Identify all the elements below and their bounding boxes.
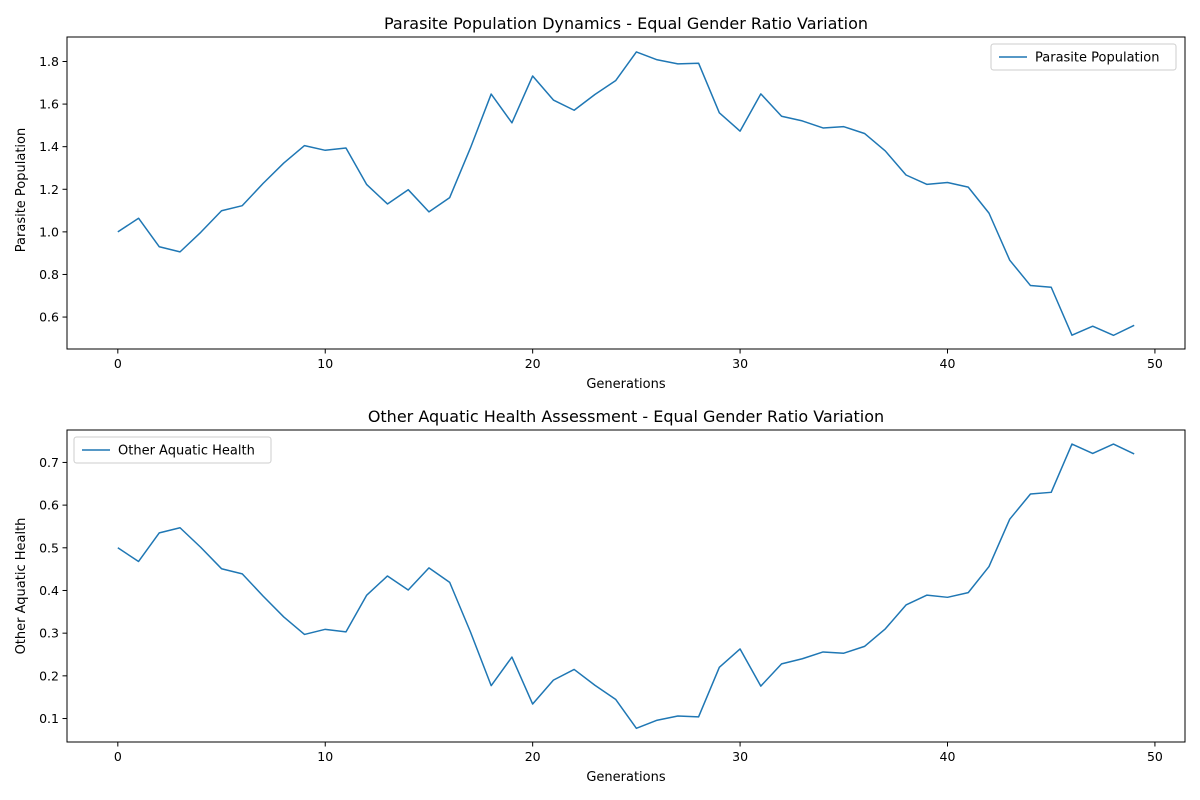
legend-label: Other Aquatic Health	[118, 444, 255, 459]
y-axis-label: Other Aquatic Health	[14, 518, 29, 655]
y-tick-label: 0.3	[39, 626, 59, 641]
x-tick-label: 10	[317, 749, 333, 764]
series-line	[117, 443, 1135, 730]
x-tick-label: 0	[114, 356, 122, 371]
legend: Other Aquatic Health	[73, 436, 272, 464]
x-tick-label: 20	[525, 356, 541, 371]
y-tick-label: 1.0	[39, 224, 59, 239]
x-tick-label: 20	[525, 749, 541, 764]
x-tick-label: 10	[317, 356, 333, 371]
x-axis-ticks: 0 10 20 30 40 50	[114, 742, 1163, 764]
y-tick-label: 0.1	[39, 711, 59, 726]
x-tick-label: 50	[1147, 749, 1163, 764]
y-axis-ticks: 0.1 0.2 0.3 0.4 0.5 0.6 0.7	[39, 455, 67, 726]
y-tick-label: 1.4	[39, 139, 59, 154]
y-tick-label: 1.2	[39, 182, 59, 197]
legend-label: Parasite Population	[1035, 51, 1159, 66]
y-axis-label: Parasite Population	[14, 128, 29, 252]
y-tick-label: 0.6	[39, 498, 59, 513]
x-tick-label: 50	[1147, 356, 1163, 371]
y-tick-label: 1.6	[39, 97, 59, 112]
x-tick-label: 30	[732, 356, 748, 371]
y-axis-ticks: 0.6 0.8 1.0 1.2 1.4 1.6 1.8	[39, 54, 67, 325]
y-tick-label: 0.4	[39, 583, 59, 598]
series-lines	[117, 51, 1135, 337]
series-line	[117, 51, 1135, 337]
other-aquatic-health-chart: Other Aquatic Health Assessment - Equal …	[14, 407, 1186, 785]
x-axis-label: Generations	[586, 377, 666, 392]
x-axis-ticks: 0 10 20 30 40 50	[114, 349, 1163, 371]
legend-box	[73, 436, 272, 464]
chart-title: Other Aquatic Health Assessment - Equal …	[368, 407, 884, 426]
chart-title: Parasite Population Dynamics - Equal Gen…	[384, 14, 868, 33]
x-axis-label: Generations	[586, 770, 666, 785]
x-tick-label: 40	[940, 356, 956, 371]
legend-box	[990, 43, 1177, 71]
plot-frame	[66, 429, 1186, 743]
y-tick-label: 1.8	[39, 54, 59, 69]
y-tick-label: 0.6	[39, 310, 59, 325]
y-tick-label: 0.5	[39, 540, 59, 555]
x-tick-label: 0	[114, 749, 122, 764]
x-tick-label: 30	[732, 749, 748, 764]
y-tick-label: 0.8	[39, 267, 59, 282]
y-tick-label: 0.7	[39, 455, 59, 470]
parasite-population-chart: Parasite Population Dynamics - Equal Gen…	[14, 14, 1186, 392]
y-tick-label: 0.2	[39, 668, 59, 683]
series-lines	[117, 443, 1135, 730]
x-tick-label: 40	[940, 749, 956, 764]
legend: Parasite Population	[990, 43, 1177, 71]
plot-frame	[66, 36, 1186, 350]
